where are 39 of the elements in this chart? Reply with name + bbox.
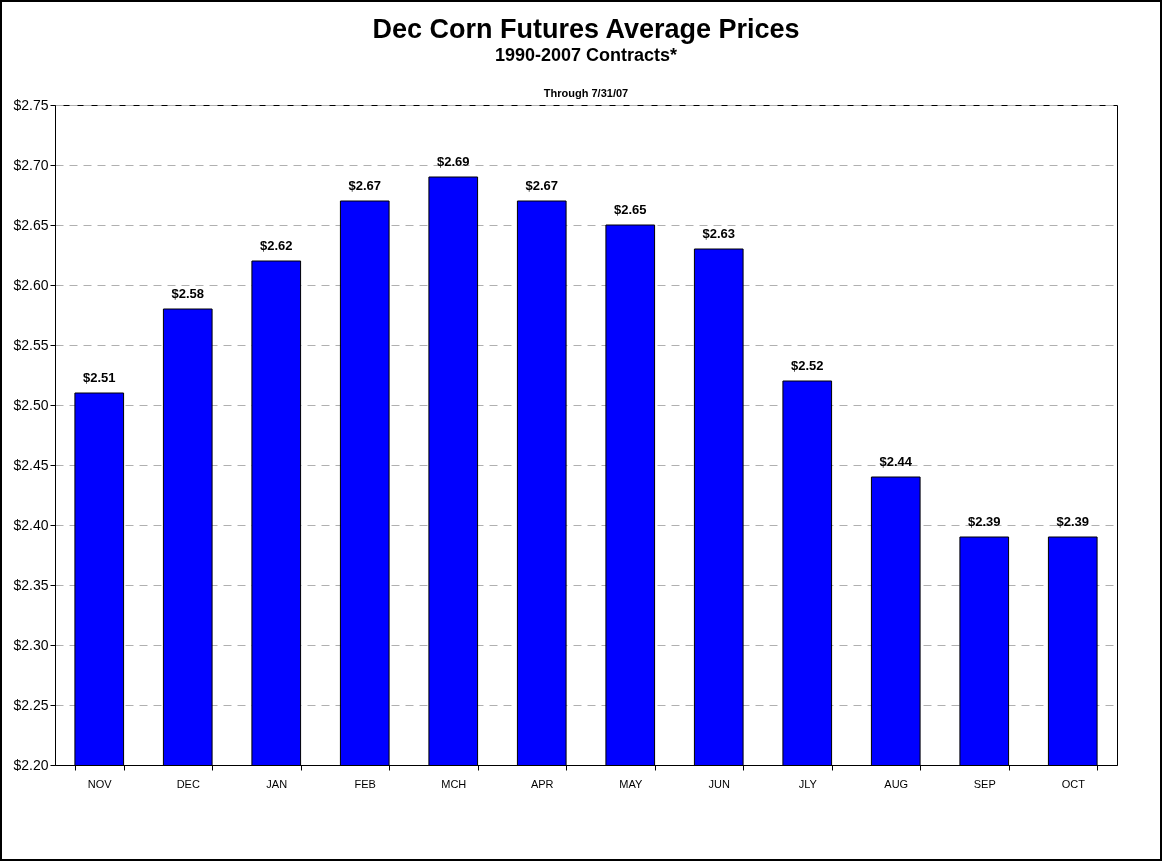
x-tick-label: JLY [798, 777, 818, 790]
x-tick-label: DEC [176, 777, 200, 790]
y-tick-label: $2.25 [13, 696, 49, 713]
y-tick-label: $2.75 [13, 96, 49, 113]
data-label: $2.58 [171, 286, 205, 301]
y-tick-label: $2.70 [13, 156, 49, 173]
chart-subtitle: 1990-2007 Contracts* [494, 45, 678, 65]
text: Through 7/31/07 [543, 87, 629, 99]
data-label: $2.67 [348, 178, 382, 193]
data-label: $2.44 [879, 454, 913, 469]
x-tick-label: JUN [708, 777, 730, 790]
data-label: $2.39 [967, 514, 1001, 529]
y-tick-label: $2.35 [13, 576, 49, 593]
x-tick-label: NOV [87, 777, 113, 790]
y-tick-label: $2.20 [13, 756, 49, 773]
x-tick-label: FEB [354, 777, 376, 790]
x-tick-label: MCH [441, 777, 467, 790]
y-tick-label: $2.55 [13, 336, 49, 353]
data-label: $2.65 [613, 202, 647, 217]
x-tick-label: APR [530, 777, 554, 790]
y-tick-label: $2.45 [13, 456, 49, 473]
y-tick-label: $2.60 [13, 276, 49, 293]
x-tick-label: AUG [884, 777, 909, 790]
x-tick-label: JAN [266, 777, 288, 790]
data-label: $2.52 [790, 358, 824, 373]
y-tick-label: $2.65 [13, 216, 49, 233]
x-tick-label: SEP [973, 777, 996, 790]
x-tick-label: MAY [619, 777, 643, 790]
x-tick-label: OCT [1061, 777, 1086, 790]
data-label: $2.63 [702, 226, 736, 241]
data-label: $2.51 [82, 370, 116, 385]
data-label: $2.39 [1056, 514, 1090, 529]
data-label: $2.62 [259, 238, 293, 253]
data-label: $2.69 [436, 154, 470, 169]
data-label: $2.67 [525, 178, 559, 193]
y-tick-label: $2.40 [13, 516, 49, 533]
y-tick-label: $2.30 [13, 636, 49, 653]
chart-title: Dec Corn Futures Average Prices [372, 14, 800, 44]
y-tick-label: $2.50 [13, 396, 49, 413]
